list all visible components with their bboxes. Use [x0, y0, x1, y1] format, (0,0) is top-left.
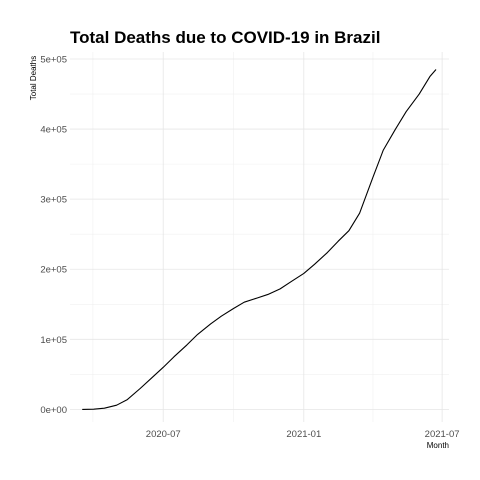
- series-line: [82, 69, 437, 410]
- x-tick-label: 2021-01: [286, 429, 321, 440]
- series-layer: [82, 69, 437, 410]
- chart-title: Total Deaths due to COVID-19 in Brazil: [70, 28, 380, 47]
- x-axis-ticks: 2020-07 2021-01 2021-07: [146, 429, 460, 440]
- minor-gridlines: [70, 52, 449, 422]
- y-tick-label: 0e+00: [40, 405, 67, 416]
- y-tick-label: 3e+05: [40, 195, 67, 206]
- y-axis-label: Total Deaths: [29, 56, 38, 100]
- y-axis-ticks: 0e+00 1e+05 2e+05 3e+05 4e+05 5e+05: [40, 55, 67, 416]
- x-tick-label: 2021-07: [425, 429, 460, 440]
- y-tick-label: 1e+05: [40, 335, 67, 346]
- x-axis-label: Month: [427, 441, 449, 450]
- x-tick-label: 2020-07: [146, 429, 181, 440]
- y-tick-label: 5e+05: [40, 55, 67, 66]
- y-tick-label: 4e+05: [40, 125, 67, 136]
- y-tick-label: 2e+05: [40, 265, 67, 276]
- major-gridlines: [70, 52, 449, 422]
